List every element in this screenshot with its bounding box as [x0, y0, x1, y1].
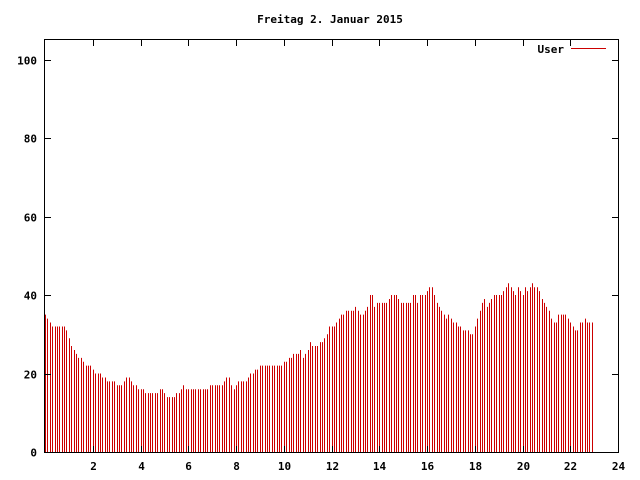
legend: User [538, 43, 606, 56]
x-tick-label: 16 [421, 460, 435, 473]
x-tick-label: 24 [612, 460, 626, 473]
y-tick-label: 40 [24, 290, 37, 303]
x-tick-label: 10 [278, 460, 291, 473]
legend-label-user: User [538, 43, 565, 56]
x-tick-label: 14 [373, 460, 387, 473]
y-tick-label: 20 [24, 369, 37, 382]
x-tick-label: 18 [469, 460, 482, 473]
chart-title: Freitag 2. Januar 2015 [257, 13, 403, 26]
y-axis: 0 20 40 60 80 100 [17, 55, 618, 460]
plot-frame [44, 39, 619, 453]
x-tick-label: 8 [233, 460, 240, 473]
x-tick-label: 22 [564, 460, 577, 473]
x-tick-label: 12 [326, 460, 339, 473]
y-tick-label: 80 [24, 133, 37, 146]
bars-group [45, 283, 593, 452]
x-tick-label: 6 [185, 460, 192, 473]
x-tick-label: 4 [138, 460, 145, 473]
x-axis: 2 4 6 8 10 12 14 16 18 20 22 24 [90, 40, 625, 473]
y-tick-label: 0 [30, 447, 37, 460]
y-tick-label: 100 [17, 55, 37, 68]
y-tick-label: 60 [24, 212, 37, 225]
x-tick-label: 2 [90, 460, 97, 473]
x-tick-label: 20 [517, 460, 530, 473]
